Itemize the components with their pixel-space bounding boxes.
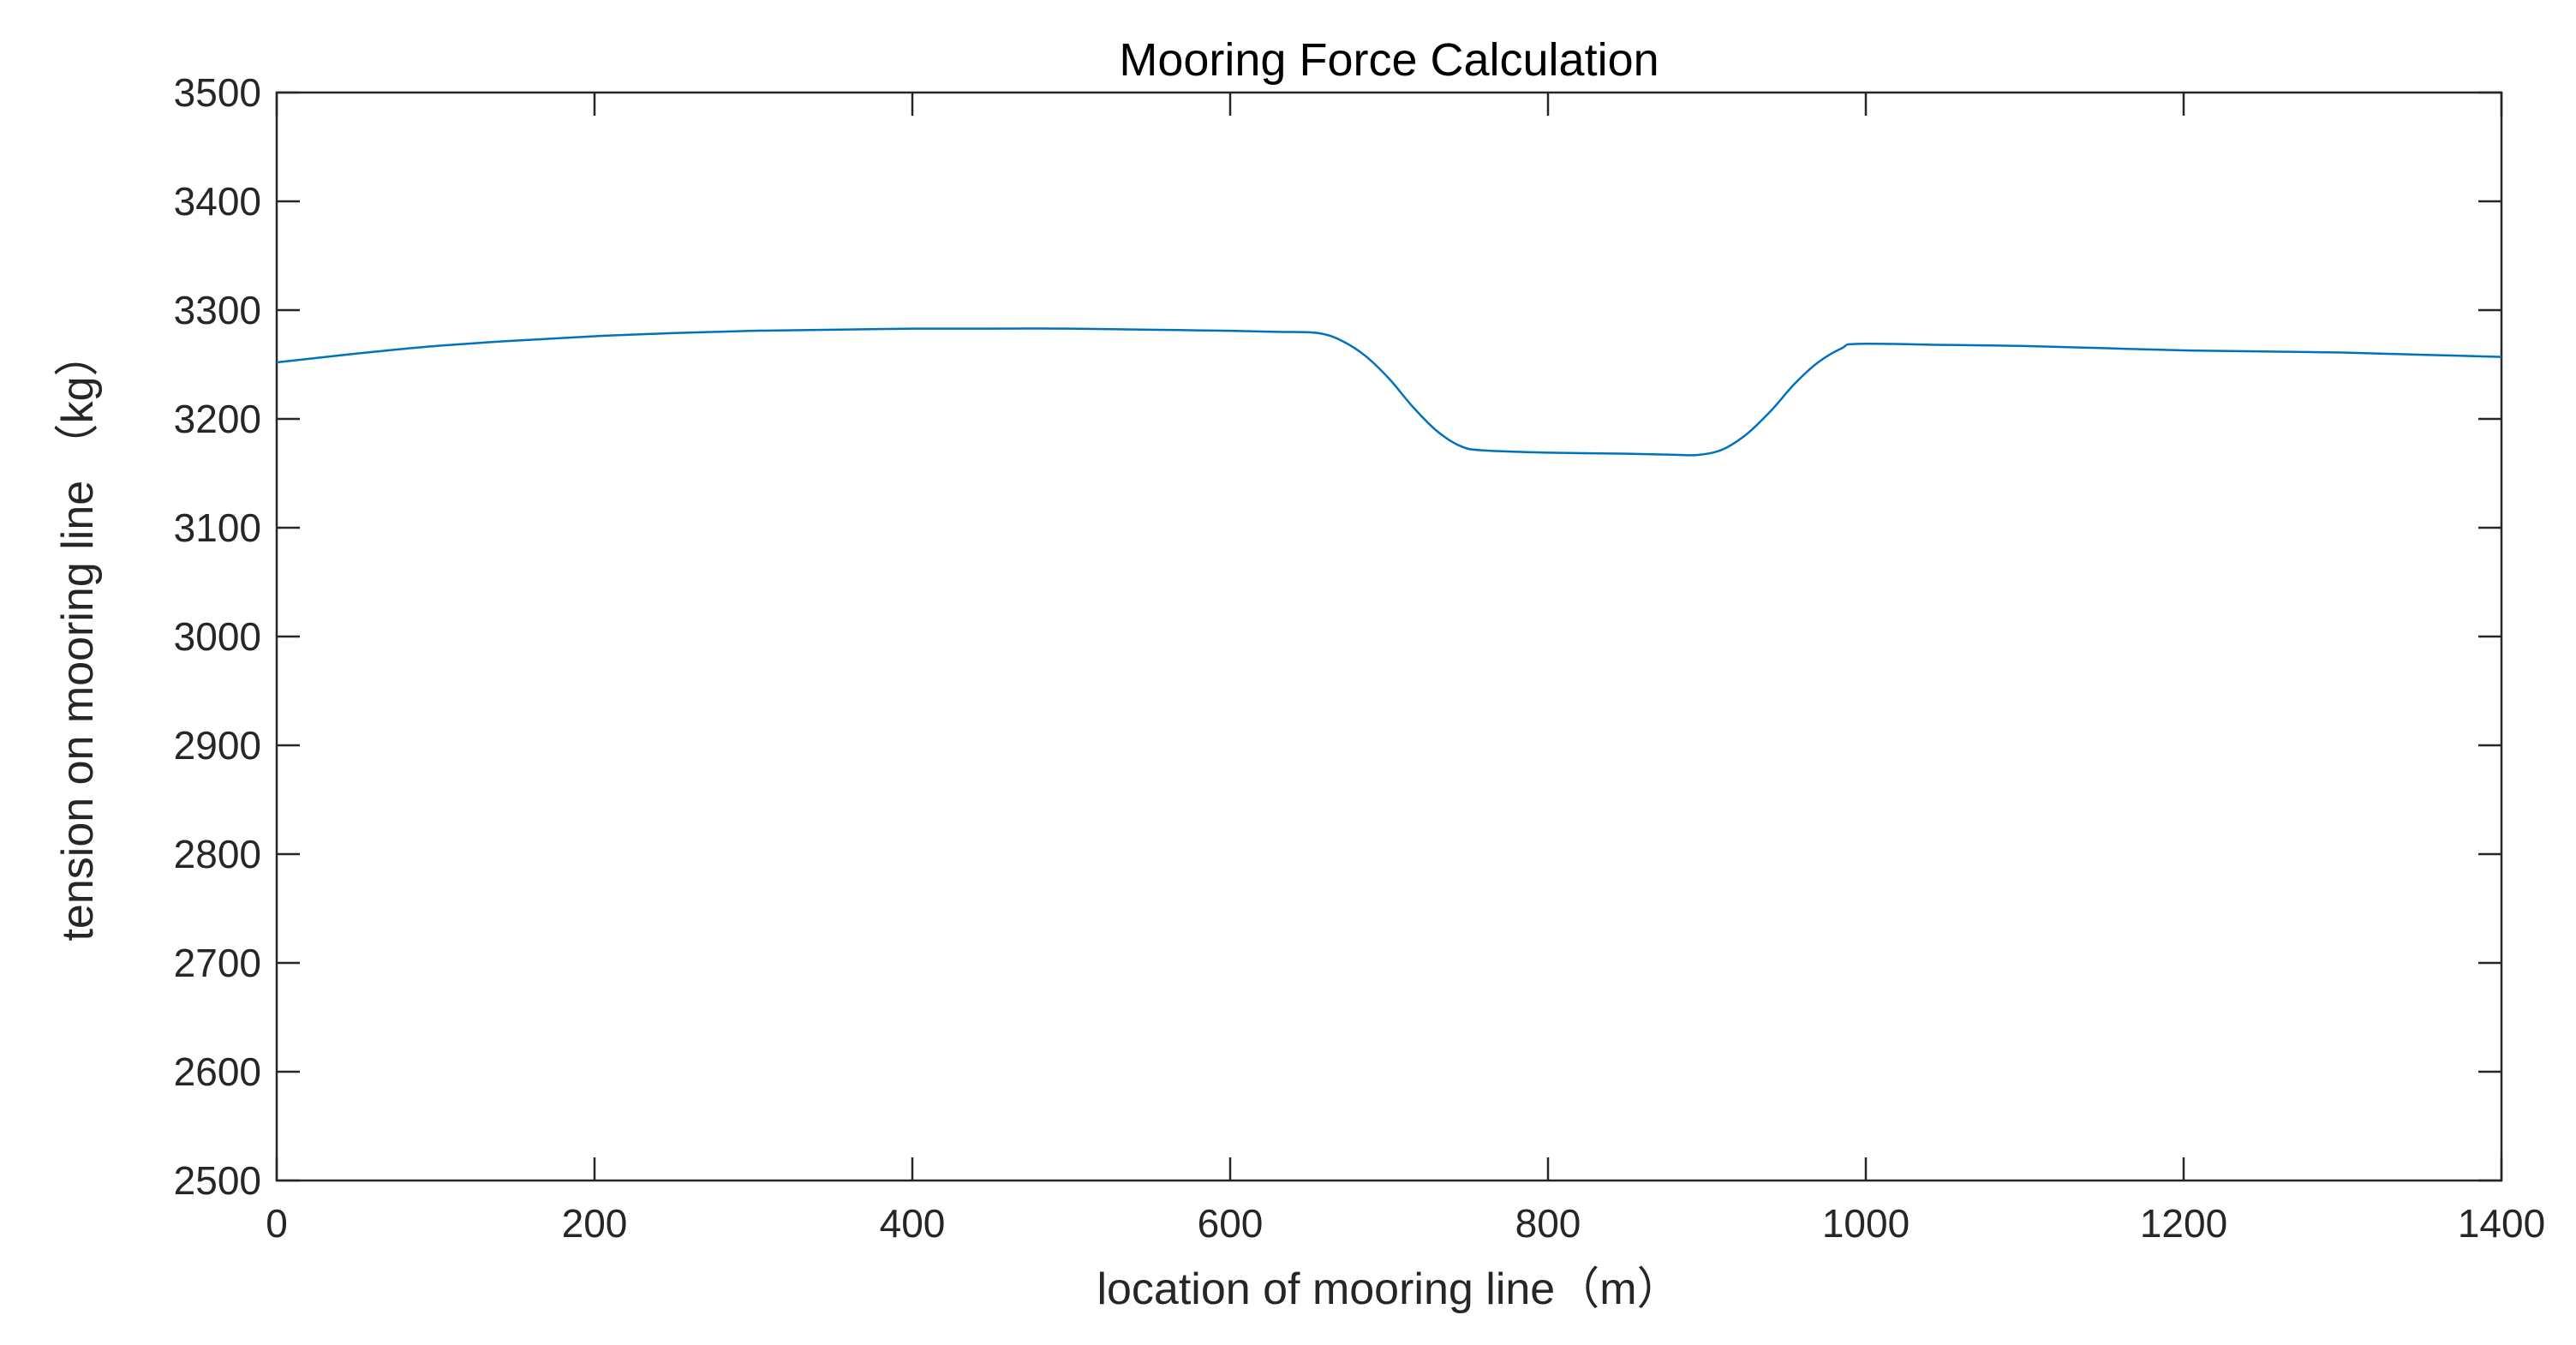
x-tick-label: 1400 (2458, 1201, 2545, 1246)
y-tick-label: 3400 (174, 179, 261, 224)
y-tick-label: 3100 (174, 505, 261, 550)
series-line-0 (276, 327, 2502, 457)
y-tick-label: 2700 (174, 941, 261, 985)
x-tick-label: 400 (880, 1201, 946, 1246)
x-tick-label: 1200 (2140, 1201, 2227, 1246)
x-tick-label: 200 (562, 1201, 628, 1246)
y-tick-label: 3200 (174, 397, 261, 441)
x-tick-label: 600 (1198, 1201, 1264, 1246)
y-tick-label: 2600 (174, 1049, 261, 1094)
x-tick-label: 1000 (1822, 1201, 1910, 1246)
y-tick-label: 2500 (174, 1158, 261, 1203)
x-tick-label: 0 (266, 1201, 288, 1246)
axis-ticks: 0 200 400 600 800 1000 1200 1400 2500 2600 2700 280… (174, 70, 2546, 1246)
y-tick-label: 3500 (174, 70, 261, 115)
x-tick-label: 800 (1515, 1201, 1581, 1246)
y-tick-label: 3300 (174, 288, 261, 332)
y-tick-label: 2900 (174, 723, 261, 768)
y-tick-label: 3000 (174, 614, 261, 659)
x-axis-title: location of mooring line（m） (1097, 1264, 1681, 1314)
series-lines (276, 327, 2502, 457)
y-tick-label: 2800 (174, 832, 261, 876)
plot-area (275, 91, 2503, 1182)
y-axis-title: tension on mooring line （kg） (53, 332, 103, 941)
chart-title: Mooring Force Calculation (1119, 34, 1659, 86)
